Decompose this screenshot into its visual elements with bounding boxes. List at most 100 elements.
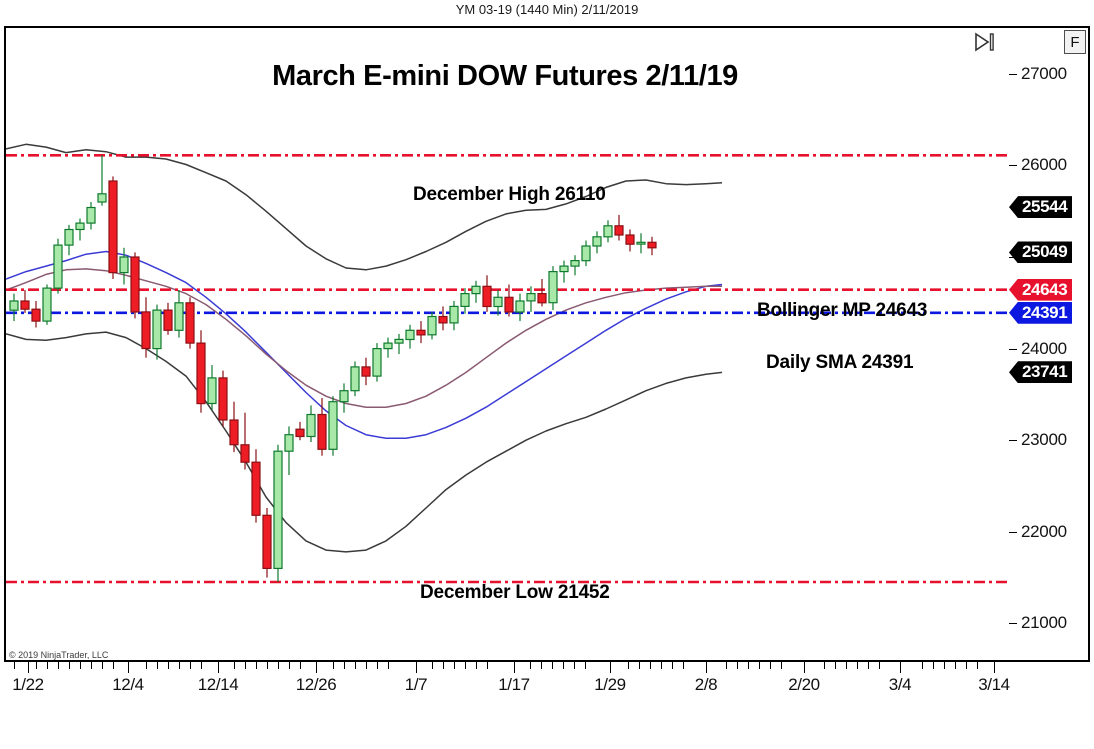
time-tick-minor <box>476 662 477 669</box>
candlestick <box>504 284 514 317</box>
candlestick <box>163 302 173 335</box>
candlestick <box>636 233 646 254</box>
time-tick-label: 2/20 <box>788 675 820 694</box>
price-tick-mark <box>1009 256 1017 258</box>
time-tick-label: 1/17 <box>498 675 530 694</box>
candlestick <box>647 236 657 256</box>
time-tick-minor <box>846 662 847 669</box>
time-tick-label: 12/14 <box>197 675 239 694</box>
indicator-line <box>6 331 723 553</box>
candlestick <box>515 293 525 322</box>
time-tick-minor <box>168 662 169 669</box>
price-badge[interactable]: 23741 <box>1009 361 1073 384</box>
candlestick <box>86 202 96 230</box>
price-tick-label: 26000 <box>1021 155 1067 175</box>
candlestick <box>482 275 492 312</box>
candlestick <box>383 337 393 358</box>
time-tick-minor <box>245 662 246 669</box>
time-tick-minor <box>454 662 455 669</box>
time-tick-label: 3/4 <box>888 675 912 694</box>
candlestick <box>64 224 74 256</box>
time-tick-minor <box>585 662 586 669</box>
candlestick <box>31 301 41 328</box>
time-tick-minor <box>770 662 771 669</box>
candlestick <box>9 293 19 322</box>
time-tick-minor <box>146 662 147 669</box>
time-tick-minor <box>487 662 488 669</box>
time-tick-minor <box>737 662 738 669</box>
time-tick-minor <box>541 662 542 669</box>
time-tick-minor <box>465 662 466 669</box>
candlestick <box>141 297 151 358</box>
candlestick <box>240 412 250 470</box>
time-tick-minor <box>552 662 553 669</box>
time-tick-minor <box>661 662 662 669</box>
candlestick <box>394 333 404 355</box>
candlestick <box>570 255 580 276</box>
time-tick-minor <box>289 662 290 669</box>
candlestick <box>537 279 547 307</box>
time-tick-minor <box>759 662 760 669</box>
time-tick-minor <box>102 662 103 669</box>
candlestick <box>625 229 635 252</box>
price-badge[interactable]: 25049 <box>1009 241 1073 264</box>
time-tick-minor <box>91 662 92 669</box>
time-tick-minor <box>650 662 651 669</box>
f-button[interactable]: F <box>1064 30 1086 54</box>
time-tick-minor <box>344 662 345 669</box>
time-tick-minor <box>190 662 191 669</box>
time-tick-minor <box>628 662 629 669</box>
time-tick-minor <box>58 662 59 669</box>
time-tick-major <box>514 662 515 673</box>
time-tick-major <box>128 662 129 673</box>
time-tick-major <box>804 662 805 673</box>
candlestick <box>471 280 481 303</box>
time-tick-minor <box>201 662 202 669</box>
candlestick <box>152 304 162 360</box>
price-tick-label: 24000 <box>1021 338 1067 358</box>
candlestick <box>581 240 591 267</box>
time-tick-minor <box>300 662 301 669</box>
play-to-end-icon[interactable] <box>972 31 998 53</box>
time-axis[interactable]: 1/22 12/4 12/14 12/26 1/7 1/17 1/29 2/8 2/20 3/4 3… <box>6 662 1010 702</box>
candlestick <box>130 252 140 319</box>
price-badge[interactable]: 24643 <box>1009 278 1073 301</box>
price-axis[interactable]: 2100022000230002400025000260002700025544… <box>1007 28 1090 660</box>
time-tick-minor <box>388 662 389 669</box>
candlestick <box>251 449 261 523</box>
time-tick-minor <box>157 662 158 669</box>
time-tick-major <box>610 662 611 673</box>
window-title: YM 03-19 (1440 Min) 2/11/2019 <box>455 2 639 17</box>
candlestick <box>339 383 349 413</box>
candlestick <box>548 266 558 311</box>
candlestick <box>273 444 283 582</box>
time-tick-minor <box>868 662 869 669</box>
price-tick-label: 27000 <box>1021 63 1067 83</box>
time-tick-minor <box>955 662 956 669</box>
indicator-line <box>6 250 723 440</box>
time-tick-major <box>706 662 707 673</box>
candlestick <box>53 238 63 294</box>
time-tick-minor <box>179 662 180 669</box>
price-badge[interactable]: 24391 <box>1009 301 1073 324</box>
price-badge[interactable]: 25544 <box>1009 196 1073 219</box>
candlestick <box>108 176 118 279</box>
candlestick <box>20 290 30 313</box>
annotation-december-high: December High 26110 <box>413 184 606 205</box>
chart-frame <box>4 26 1090 662</box>
time-tick-label: 1/22 <box>12 675 44 694</box>
price-tick-mark <box>1009 531 1017 533</box>
annotation-daily-sma: Daily SMA 24391 <box>766 352 914 373</box>
chart-plot-area[interactable] <box>6 28 1007 660</box>
time-tick-minor <box>824 662 825 669</box>
time-tick-minor <box>278 662 279 669</box>
time-tick-minor <box>267 662 268 669</box>
candlestick <box>218 370 228 427</box>
time-tick-label: 2/8 <box>694 675 718 694</box>
time-tick-minor <box>879 662 880 669</box>
time-tick-minor <box>922 662 923 669</box>
time-tick-minor <box>781 662 782 669</box>
time-tick-major <box>28 662 29 673</box>
candlestick <box>97 155 107 206</box>
